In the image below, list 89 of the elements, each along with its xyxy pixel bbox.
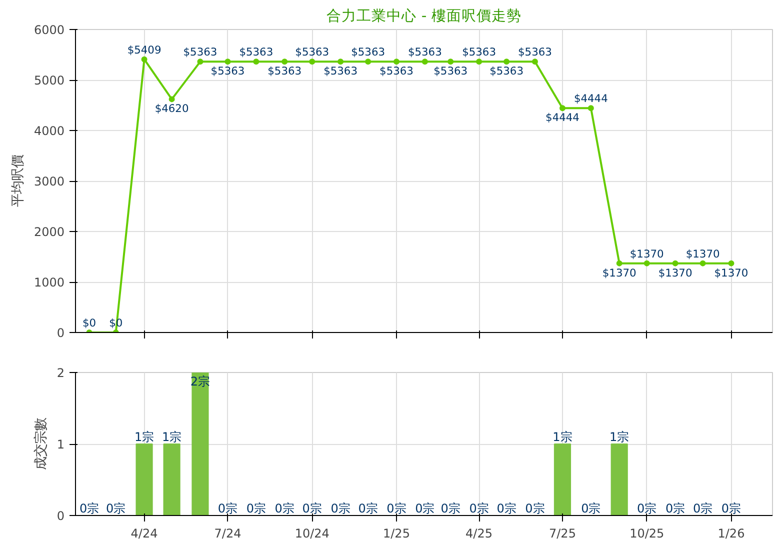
y-tick-label: 2 — [56, 366, 65, 380]
y-tick-label: 1000 — [34, 276, 65, 290]
point — [644, 260, 650, 266]
data-label: $0 — [82, 316, 96, 330]
data-label: 1宗 — [162, 430, 182, 444]
data-label: $5363 — [462, 46, 496, 59]
point — [393, 58, 400, 65]
point — [672, 260, 678, 266]
data-label: 0宗 — [330, 502, 350, 516]
point — [559, 105, 566, 112]
x-tick-label: 7/25 — [549, 526, 576, 540]
y-tick-label: 4000 — [34, 124, 65, 138]
y-tick-label: 1 — [56, 438, 65, 452]
x-tick-label: 10/24 — [294, 526, 330, 540]
point — [588, 105, 594, 112]
point — [282, 58, 288, 65]
data-label: $5363 — [210, 64, 245, 78]
data-label: 0宗 — [79, 502, 100, 516]
data-label: 0宗 — [302, 502, 322, 516]
point — [338, 58, 344, 65]
data-label: $1370 — [714, 266, 748, 280]
data-label: 0宗 — [415, 502, 435, 516]
x-tick-label: 10/25 — [630, 526, 664, 540]
data-label: 1宗 — [610, 430, 630, 444]
point — [224, 58, 231, 65]
data-label: 0宗 — [692, 502, 713, 516]
point — [365, 58, 372, 65]
y-axis-title: 平均呎價 — [10, 155, 26, 207]
y-tick-label: 5000 — [34, 74, 65, 88]
chart-title: 合力工業中心 - 樓面呎價走勢 — [326, 8, 522, 24]
data-label: 1宗 — [134, 430, 154, 444]
data-label: 0宗 — [274, 502, 294, 516]
data-label: 0宗 — [386, 502, 406, 516]
data-label: $5363 — [268, 64, 302, 78]
data-label: 1宗 — [552, 430, 572, 444]
data-label: 0宗 — [665, 502, 686, 516]
point — [422, 58, 428, 65]
data-label: $5363 — [183, 46, 218, 59]
data-label: 0宗 — [721, 502, 742, 516]
y-tick-label: 3000 — [34, 174, 65, 188]
data-label: $5363 — [518, 46, 552, 59]
x-tick-label: 4/24 — [130, 526, 158, 540]
point — [728, 260, 734, 266]
point — [253, 58, 260, 65]
point — [476, 58, 482, 65]
data-label: 0宗 — [469, 502, 489, 516]
data-label: $5409 — [127, 43, 162, 56]
data-label: $4444 — [546, 111, 580, 124]
point — [197, 58, 204, 65]
data-label: $5363 — [408, 46, 442, 59]
y-axis-title: 成交宗數 — [32, 418, 49, 470]
data-label: 0宗 — [525, 502, 545, 516]
data-label: 0宗 — [440, 502, 460, 516]
x-tick-label: 7/24 — [214, 526, 242, 540]
y-tick-label: 0 — [56, 326, 65, 340]
data-label: 0宗 — [637, 502, 657, 516]
data-label: $5363 — [380, 64, 414, 78]
data-label: $4620 — [154, 102, 189, 116]
data-label: $5363 — [324, 64, 358, 78]
data-label: 0宗 — [581, 502, 601, 516]
data-label: $1370 — [602, 266, 637, 280]
data-label: 0宗 — [496, 502, 516, 516]
data-label: $1370 — [658, 266, 692, 280]
data-label: 0宗 — [246, 502, 266, 516]
data-label: $5363 — [434, 64, 468, 78]
point — [448, 58, 454, 65]
y-tick-label: 2000 — [34, 225, 65, 239]
data-label: 0宗 — [106, 502, 126, 516]
x-tick-label: 4/25 — [466, 526, 493, 540]
data-label: $4444 — [574, 92, 608, 106]
data-label: $1370 — [630, 247, 664, 260]
data-label: $1370 — [686, 247, 720, 260]
point — [504, 58, 510, 65]
x-tick-label: 1/25 — [383, 526, 410, 540]
point — [700, 260, 706, 266]
point — [141, 56, 148, 62]
y-tick-label: 6000 — [34, 23, 65, 37]
data-label: 0宗 — [218, 502, 238, 516]
point — [309, 58, 316, 65]
data-label: $5363 — [351, 46, 386, 59]
data-label: $5363 — [490, 64, 524, 78]
y-tick-label: 0 — [56, 509, 65, 523]
data-label: $5363 — [239, 46, 274, 59]
point — [168, 96, 175, 102]
data-label: $5363 — [295, 46, 330, 59]
point — [616, 260, 622, 266]
point — [532, 58, 538, 65]
data-label: 0宗 — [358, 502, 378, 516]
x-tick-label: 1/26 — [718, 526, 745, 540]
